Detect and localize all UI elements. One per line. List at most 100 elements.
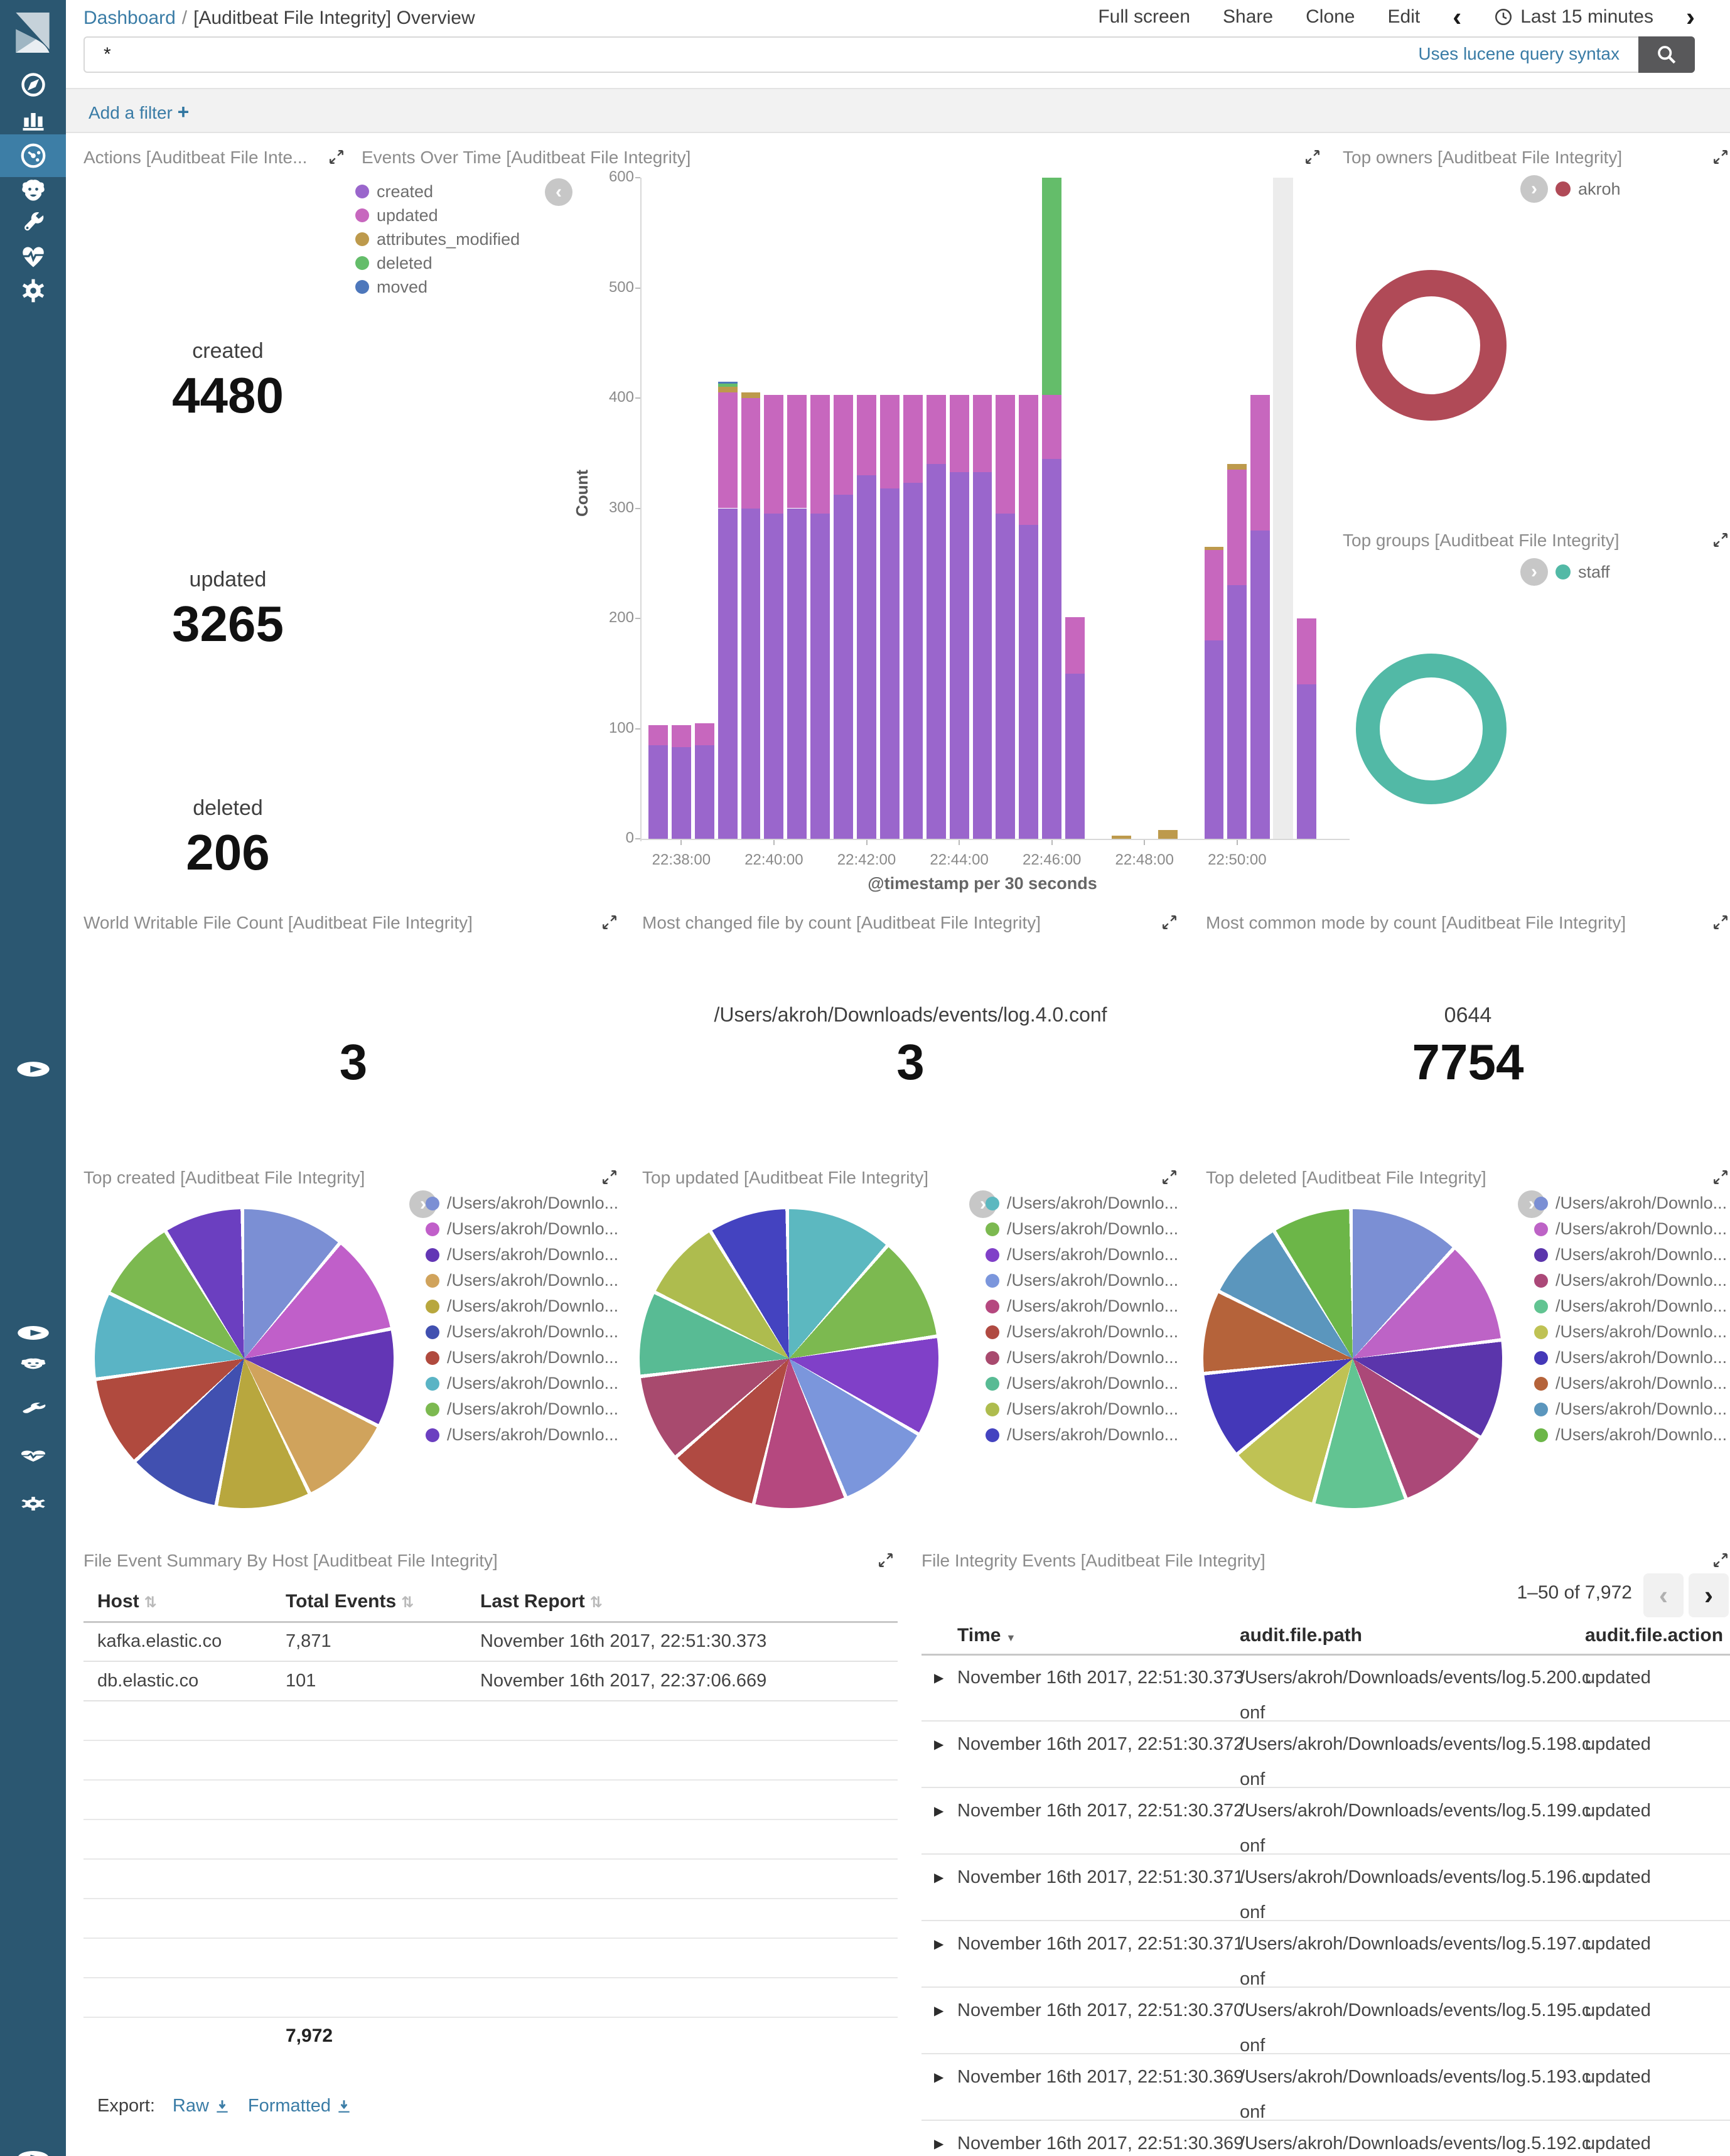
legend-item[interactable]: /Users/akroh/Downlo... [426, 1422, 633, 1448]
menu-full-screen[interactable]: Full screen [1098, 6, 1191, 27]
sidebar-item-devtools[interactable] [0, 205, 66, 244]
expand-panel-icon[interactable] [1712, 149, 1729, 165]
row-expand-caret[interactable]: ▶ [934, 1804, 944, 1818]
sidebar-item-management[interactable] [0, 271, 66, 310]
time-picker[interactable]: Last 15 minutes [1494, 6, 1653, 28]
legend-item[interactable]: /Users/akroh/Downlo... [426, 1242, 633, 1268]
top-deleted-pie-chart[interactable] [1203, 1209, 1502, 1508]
legend-collapse-icon[interactable]: ‹ [545, 178, 572, 206]
legend-item[interactable]: /Users/akroh/Downlo... [1534, 1396, 1730, 1422]
legend-label-akroh[interactable]: akroh [1578, 180, 1621, 198]
legend-item-moved[interactable]: moved [355, 275, 537, 299]
row-expand-caret[interactable]: ▶ [934, 2137, 944, 2151]
search-input[interactable] [83, 36, 1695, 73]
time-next-button[interactable]: › [1686, 2, 1695, 31]
expand-panel-icon[interactable] [1712, 1169, 1729, 1185]
sidebar-item-timelion[interactable] [0, 172, 66, 211]
sidebar-item-management-2[interactable] [0, 1484, 66, 1523]
top-groups-donut-chart[interactable] [1356, 654, 1507, 804]
export-raw-link[interactable]: Raw [173, 2096, 230, 2116]
expand-panel-icon[interactable] [1161, 914, 1178, 930]
legend-item[interactable]: /Users/akroh/Downlo... [1534, 1190, 1730, 1216]
row-expand-caret[interactable]: ▶ [934, 1938, 944, 1951]
legend-item[interactable]: /Users/akroh/Downlo... [1534, 1422, 1730, 1448]
expand-panel-icon[interactable] [601, 914, 618, 930]
legend-item[interactable]: /Users/akroh/Downlo... [426, 1268, 633, 1293]
sidebar-item-devtools-2[interactable] [0, 1390, 66, 1429]
legend-item[interactable]: /Users/akroh/Downlo... [426, 1396, 633, 1422]
sidebar-item-dashboard[interactable] [0, 134, 66, 177]
legend-item[interactable]: /Users/akroh/Downlo... [426, 1216, 633, 1242]
legend-item[interactable]: /Users/akroh/Downlo... [426, 1319, 633, 1345]
legend-item[interactable]: /Users/akroh/Downlo... [426, 1293, 633, 1319]
legend-expand-icon[interactable]: › [1520, 558, 1548, 586]
legend-item[interactable]: /Users/akroh/Downlo... [986, 1371, 1193, 1396]
menu-share[interactable]: Share [1223, 6, 1274, 27]
row-expand-caret[interactable]: ▶ [934, 2004, 944, 2018]
top-created-pie-chart[interactable] [95, 1209, 394, 1508]
legend-item[interactable]: /Users/akroh/Downlo... [986, 1319, 1193, 1345]
legend-item[interactable]: /Users/akroh/Downlo... [986, 1345, 1193, 1371]
events-header-action[interactable]: audit.file.action [1585, 1625, 1724, 1646]
legend-label-staff[interactable]: staff [1578, 563, 1610, 581]
expand-panel-icon[interactable] [1304, 149, 1321, 165]
row-expand-caret[interactable]: ▶ [934, 1871, 944, 1885]
page-next-button[interactable]: › [1689, 1573, 1729, 1617]
legend-item[interactable]: /Users/akroh/Downlo... [986, 1422, 1193, 1448]
legend-item[interactable]: /Users/akroh/Downlo... [1534, 1216, 1730, 1242]
sidebar-item-monitoring-2[interactable] [0, 1436, 66, 1475]
top-updated-pie-chart[interactable] [640, 1209, 938, 1508]
row-expand-caret[interactable]: ▶ [934, 1671, 944, 1685]
time-prev-button[interactable]: ‹ [1453, 2, 1462, 31]
row-expand-caret[interactable]: ▶ [934, 2071, 944, 2084]
add-filter-button[interactable]: Add a filter + [89, 100, 190, 123]
sidebar-item-discover[interactable] [0, 65, 66, 104]
legend-item[interactable]: /Users/akroh/Downlo... [426, 1345, 633, 1371]
events-header-time[interactable]: Time ▼ [957, 1625, 1016, 1646]
sidebar-item-monitoring[interactable] [0, 237, 66, 276]
sidebar-item-visualize[interactable] [0, 100, 66, 139]
legend-item[interactable]: /Users/akroh/Downlo... [986, 1190, 1193, 1216]
expand-panel-icon[interactable] [601, 1169, 618, 1185]
legend-item[interactable]: /Users/akroh/Downlo... [986, 1396, 1193, 1422]
legend-item[interactable]: /Users/akroh/Downlo... [1534, 1268, 1730, 1293]
legend-item-updated[interactable]: updated [355, 203, 537, 227]
expand-panel-icon[interactable] [1712, 532, 1729, 548]
legend-item-created[interactable]: created [355, 180, 537, 203]
row-expand-caret[interactable]: ▶ [934, 1738, 944, 1752]
expand-panel-icon[interactable] [328, 149, 345, 165]
legend-item[interactable]: /Users/akroh/Downlo... [1534, 1293, 1730, 1319]
legend-item[interactable]: /Users/akroh/Downlo... [986, 1268, 1193, 1293]
lucene-syntax-link[interactable]: Uses lucene query syntax [1418, 44, 1620, 63]
sidebar-item-play[interactable] [0, 1050, 66, 1089]
top-owners-donut-chart[interactable] [1356, 270, 1507, 421]
legend-item[interactable]: /Users/akroh/Downlo... [1534, 1319, 1730, 1345]
summary-header-host[interactable]: Host ⇅ [97, 1591, 157, 1612]
expand-panel-icon[interactable] [1161, 1169, 1178, 1185]
legend-item[interactable]: /Users/akroh/Downlo... [426, 1190, 633, 1216]
search-button[interactable] [1638, 36, 1695, 73]
sidebar-item-play-bottom[interactable] [0, 2138, 66, 2156]
summary-header-last-report[interactable]: Last Report ⇅ [480, 1591, 603, 1612]
sidebar-item-play-2[interactable] [0, 1313, 66, 1352]
legend-item[interactable]: /Users/akroh/Downlo... [1534, 1371, 1730, 1396]
events-header-path[interactable]: audit.file.path [1240, 1625, 1362, 1646]
summary-header-total-events[interactable]: Total Events ⇅ [286, 1591, 414, 1612]
legend-item[interactable]: /Users/akroh/Downlo... [1534, 1242, 1730, 1268]
legend-item-deleted[interactable]: deleted [355, 251, 537, 275]
menu-edit[interactable]: Edit [1387, 6, 1421, 27]
page-prev-button[interactable]: ‹ [1643, 1573, 1684, 1617]
expand-panel-icon[interactable] [1712, 914, 1729, 930]
legend-expand-icon[interactable]: › [1520, 175, 1548, 203]
breadcrumb-dashboard-link[interactable]: Dashboard [83, 8, 176, 28]
legend-item-attributes_modified[interactable]: attributes_modified [355, 227, 537, 251]
kibana-logo[interactable] [13, 13, 53, 53]
legend-item[interactable]: /Users/akroh/Downlo... [1534, 1345, 1730, 1371]
legend-item[interactable]: /Users/akroh/Downlo... [986, 1242, 1193, 1268]
menu-clone[interactable]: Clone [1306, 6, 1355, 27]
legend-item[interactable]: /Users/akroh/Downlo... [426, 1371, 633, 1396]
expand-panel-icon[interactable] [878, 1552, 894, 1568]
expand-panel-icon[interactable] [1712, 1552, 1729, 1568]
sidebar-item-timelion-2[interactable] [0, 1345, 66, 1384]
export-formatted-link[interactable]: Formatted [248, 2096, 352, 2116]
